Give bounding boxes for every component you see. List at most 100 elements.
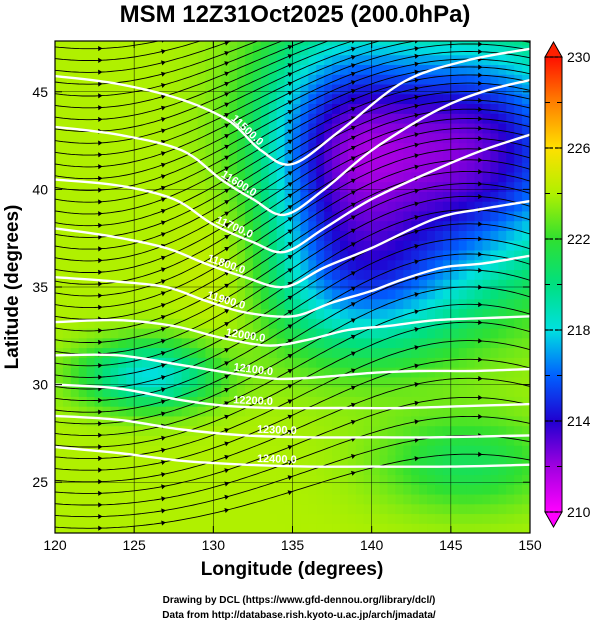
heatmap-cell xyxy=(498,41,507,46)
streamline-arrow xyxy=(287,339,293,344)
heatmap-cell xyxy=(173,240,183,251)
heatmap-cell xyxy=(78,103,88,114)
heatmap-cell xyxy=(292,249,302,261)
heatmap-cell xyxy=(395,425,404,436)
streamline-arrow xyxy=(287,242,293,247)
heatmap-cell xyxy=(181,435,191,446)
heatmap-cell xyxy=(427,269,436,280)
heatmap-cell xyxy=(86,435,96,446)
heatmap-cell xyxy=(252,328,262,339)
heatmap-cell xyxy=(213,396,222,407)
heatmap-cell xyxy=(276,308,286,319)
heatmap-cell xyxy=(450,464,460,476)
heatmap-cell xyxy=(268,230,278,241)
heatmap-cell xyxy=(371,210,381,222)
heatmap-cell xyxy=(355,347,365,358)
heatmap-cell xyxy=(126,269,135,280)
heatmap-cell xyxy=(435,308,444,319)
heatmap-cell xyxy=(221,142,230,153)
heatmap-cell xyxy=(419,347,428,358)
heatmap-cell xyxy=(442,493,452,505)
heatmap-cell xyxy=(94,240,104,251)
heatmap-cell xyxy=(142,318,151,329)
heatmap-cell xyxy=(118,201,127,212)
heatmap-cell xyxy=(252,44,262,56)
heatmap-cell xyxy=(118,103,127,114)
streamline-arrow xyxy=(224,348,230,353)
heatmap-cell xyxy=(197,415,207,427)
heatmap-cell xyxy=(142,454,151,466)
heatmap-cell xyxy=(268,474,278,485)
streamline-arrow xyxy=(414,61,420,67)
heatmap-cell xyxy=(450,64,460,75)
heatmap-cell xyxy=(308,181,317,192)
heatmap-cell xyxy=(514,445,523,456)
heatmap-cell xyxy=(482,347,492,358)
heatmap-cell xyxy=(490,288,499,300)
heatmap-cell xyxy=(506,523,515,533)
heatmap-cell xyxy=(427,113,436,124)
heatmap-cell xyxy=(498,142,507,153)
heatmap-cell xyxy=(102,83,112,95)
heatmap-cell xyxy=(379,318,389,329)
heatmap-cell xyxy=(308,298,317,310)
heatmap-cell xyxy=(213,435,222,446)
heatmap-cell xyxy=(252,445,262,456)
heatmap-cell xyxy=(229,337,238,349)
heatmap-cell xyxy=(522,113,530,124)
heatmap-cell xyxy=(355,259,365,271)
heatmap-cell xyxy=(142,357,151,368)
heatmap-cell xyxy=(371,279,381,290)
streamline-arrow xyxy=(160,151,166,157)
heatmap-cell xyxy=(237,357,246,368)
heatmap-cell xyxy=(268,523,278,533)
heatmap-cell xyxy=(482,425,492,436)
streamline-arrow xyxy=(287,90,293,96)
streamline-arrow xyxy=(414,188,420,194)
heatmap-cell xyxy=(102,41,112,46)
heatmap-cell xyxy=(260,425,270,436)
heatmap-cell xyxy=(292,484,302,495)
heatmap-cell xyxy=(260,191,270,202)
heatmap-cell xyxy=(173,376,183,388)
heatmap-cell xyxy=(268,328,278,339)
heatmap-cell xyxy=(474,513,484,524)
heatmap-cell xyxy=(165,484,175,495)
heatmap-cell xyxy=(221,288,230,300)
streamline-arrow xyxy=(478,319,483,325)
heatmap-cell xyxy=(126,298,135,310)
heatmap-cell xyxy=(347,279,357,290)
heatmap-cell xyxy=(466,64,476,75)
heatmap-cell xyxy=(173,347,183,358)
heatmap-cell xyxy=(300,298,309,310)
heatmap-cell xyxy=(347,259,357,271)
heatmap-cell xyxy=(403,113,412,124)
heatmap-cell xyxy=(403,240,412,251)
heatmap-cell xyxy=(355,454,365,466)
heatmap-cell xyxy=(181,54,191,66)
heatmap-cell xyxy=(126,435,135,446)
heatmap-cell xyxy=(340,162,349,173)
heatmap-cell xyxy=(506,328,515,339)
heatmap-cell xyxy=(292,386,302,397)
heatmap-cell xyxy=(86,513,96,524)
heatmap-cell xyxy=(427,347,436,358)
heatmap-cell xyxy=(78,318,88,329)
height-contour xyxy=(55,383,530,410)
heatmap-cell xyxy=(340,513,349,524)
heatmap-cell xyxy=(157,367,167,378)
streamline-arrow xyxy=(224,428,230,433)
heatmap-cell xyxy=(118,230,127,241)
heatmap-cell xyxy=(205,74,214,85)
heatmap-cell xyxy=(324,210,333,222)
heatmap-cell xyxy=(522,93,530,105)
heatmap-cell xyxy=(94,357,104,368)
heatmap-cell xyxy=(506,220,515,231)
heatmap-cell xyxy=(189,328,199,339)
heatmap-cell xyxy=(94,386,104,397)
heatmap-cell xyxy=(387,259,397,271)
heatmap-cell xyxy=(435,41,444,46)
heatmap-cell xyxy=(268,357,278,368)
heatmap-cell xyxy=(237,396,246,407)
heatmap-cell xyxy=(173,191,183,202)
